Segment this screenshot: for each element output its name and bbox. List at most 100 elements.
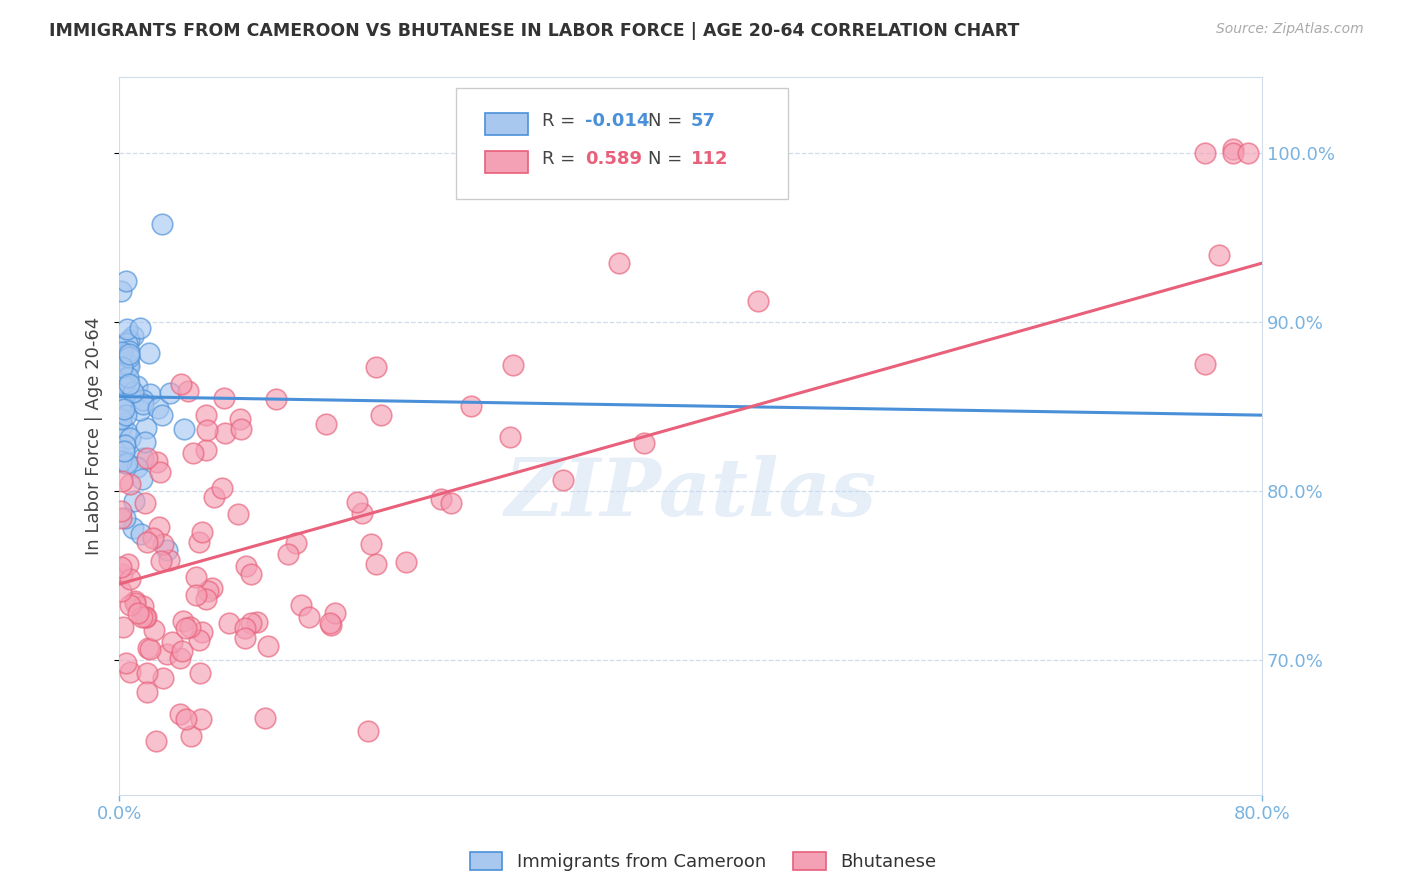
Point	[170, 377, 193, 392]
Point	[253, 711, 276, 725]
Point	[132, 392, 155, 407]
Point	[150, 409, 173, 423]
Point	[121, 329, 143, 343]
Point	[110, 503, 132, 517]
Point	[169, 707, 191, 722]
Text: R =: R =	[543, 150, 581, 168]
Point	[747, 293, 769, 308]
Point	[118, 344, 141, 359]
Point	[284, 535, 307, 549]
Point	[194, 592, 217, 607]
Point	[129, 321, 152, 335]
Point	[156, 542, 179, 557]
Point	[460, 399, 482, 413]
Point	[190, 665, 212, 680]
Point	[110, 347, 132, 361]
Point	[1194, 146, 1216, 161]
Point	[170, 644, 193, 658]
Point	[118, 359, 141, 374]
Point	[118, 376, 141, 391]
Point	[191, 525, 214, 540]
Point	[114, 510, 136, 524]
Point	[114, 408, 136, 422]
Point	[188, 535, 211, 549]
Point	[319, 615, 342, 630]
Point	[120, 599, 142, 613]
Point	[150, 554, 173, 568]
Point	[131, 610, 153, 624]
Point	[146, 401, 169, 415]
Point	[226, 507, 249, 521]
Point	[117, 558, 139, 572]
Point	[360, 536, 382, 550]
Point	[152, 672, 174, 686]
Point	[110, 284, 132, 298]
Point	[186, 570, 208, 584]
Point	[197, 583, 219, 598]
Point	[319, 618, 342, 632]
Point	[110, 450, 132, 464]
Point	[115, 322, 138, 336]
Point	[125, 459, 148, 474]
Point	[139, 387, 162, 401]
Point	[135, 421, 157, 435]
Point	[138, 346, 160, 360]
Text: ZIPatlas: ZIPatlas	[505, 455, 877, 533]
Point	[190, 712, 212, 726]
Point	[139, 642, 162, 657]
Point	[118, 346, 141, 360]
Point	[118, 431, 141, 445]
Point	[395, 555, 418, 569]
Point	[134, 610, 156, 624]
Point	[240, 566, 263, 581]
Point	[136, 665, 159, 680]
Point	[145, 734, 167, 748]
Point	[218, 616, 240, 631]
Point	[145, 454, 167, 468]
Point	[180, 729, 202, 743]
Text: 112: 112	[690, 150, 728, 168]
Text: N =: N =	[648, 112, 689, 130]
Point	[1222, 143, 1244, 157]
Point	[114, 401, 136, 416]
Point	[214, 426, 236, 441]
Point	[118, 350, 141, 364]
Point	[264, 392, 287, 407]
Point	[1208, 248, 1230, 262]
Point	[233, 621, 256, 635]
Point	[110, 410, 132, 425]
Point	[190, 624, 212, 639]
Point	[229, 412, 252, 426]
Text: -0.014: -0.014	[585, 112, 650, 130]
Point	[174, 712, 197, 726]
Point	[112, 444, 135, 458]
Point	[134, 435, 156, 450]
Point	[169, 651, 191, 665]
Point	[195, 442, 218, 457]
Point	[551, 473, 574, 487]
FancyBboxPatch shape	[485, 113, 529, 135]
Point	[127, 606, 149, 620]
Point	[132, 450, 155, 465]
Point	[430, 491, 453, 506]
Point	[115, 336, 138, 351]
Point	[187, 633, 209, 648]
Point	[110, 454, 132, 468]
Point	[111, 376, 134, 391]
Point	[114, 376, 136, 391]
Point	[124, 596, 146, 610]
Text: N =: N =	[648, 150, 689, 168]
Point	[114, 438, 136, 452]
Point	[214, 391, 236, 405]
Point	[111, 475, 134, 489]
Point	[152, 537, 174, 551]
Point	[157, 553, 180, 567]
Text: IMMIGRANTS FROM CAMEROON VS BHUTANESE IN LABOR FORCE | AGE 20-64 CORRELATION CHA: IMMIGRANTS FROM CAMEROON VS BHUTANESE IN…	[49, 22, 1019, 40]
Point	[142, 531, 165, 545]
Point	[111, 360, 134, 375]
Point	[350, 506, 373, 520]
Point	[150, 217, 173, 231]
FancyBboxPatch shape	[457, 88, 787, 200]
Point	[173, 422, 195, 436]
Point	[134, 496, 156, 510]
